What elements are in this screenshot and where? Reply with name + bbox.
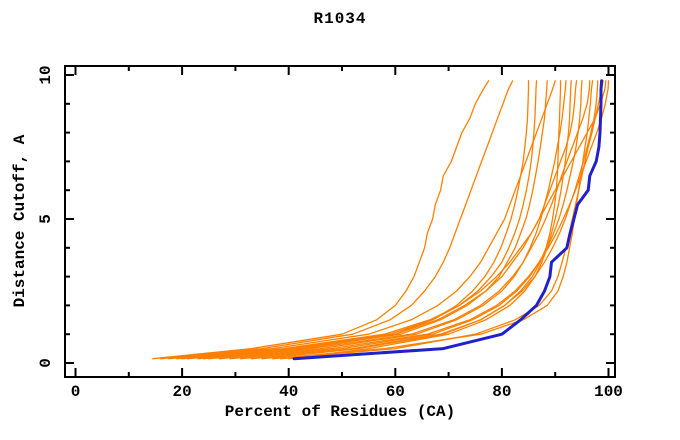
x-tick-label: 80 [492, 383, 511, 401]
y-tick-label: 10 [37, 65, 55, 84]
y-tick-label: 0 [37, 358, 55, 368]
prediction-curve [197, 80, 548, 360]
y-tick-label: 5 [37, 214, 55, 224]
prediction-curve [202, 80, 530, 360]
prediction-curve [218, 80, 567, 360]
prediction-curve [152, 80, 490, 360]
prediction-curve [280, 80, 604, 360]
x-tick-label: 100 [594, 383, 623, 401]
prediction-curve [168, 80, 556, 360]
chart-title: R1034 [313, 10, 367, 28]
x-tick-label: 60 [386, 383, 405, 401]
prediction-curve [176, 80, 607, 360]
prediction-curve [186, 80, 578, 360]
prediction-curve [181, 80, 538, 360]
x-tick-label: 0 [71, 383, 81, 401]
prediction-curve [288, 80, 572, 360]
x-tick-label: 20 [172, 383, 191, 401]
highlighted-curve [292, 79, 604, 361]
x-tick-label: 40 [279, 383, 298, 401]
plot-box [64, 65, 616, 378]
prediction-curve [160, 80, 514, 360]
prediction-curve [261, 80, 562, 360]
prediction-curve [240, 80, 583, 360]
prediction-curve [208, 80, 591, 360]
x-axis-title: Percent of Residues (CA) [224, 403, 456, 421]
